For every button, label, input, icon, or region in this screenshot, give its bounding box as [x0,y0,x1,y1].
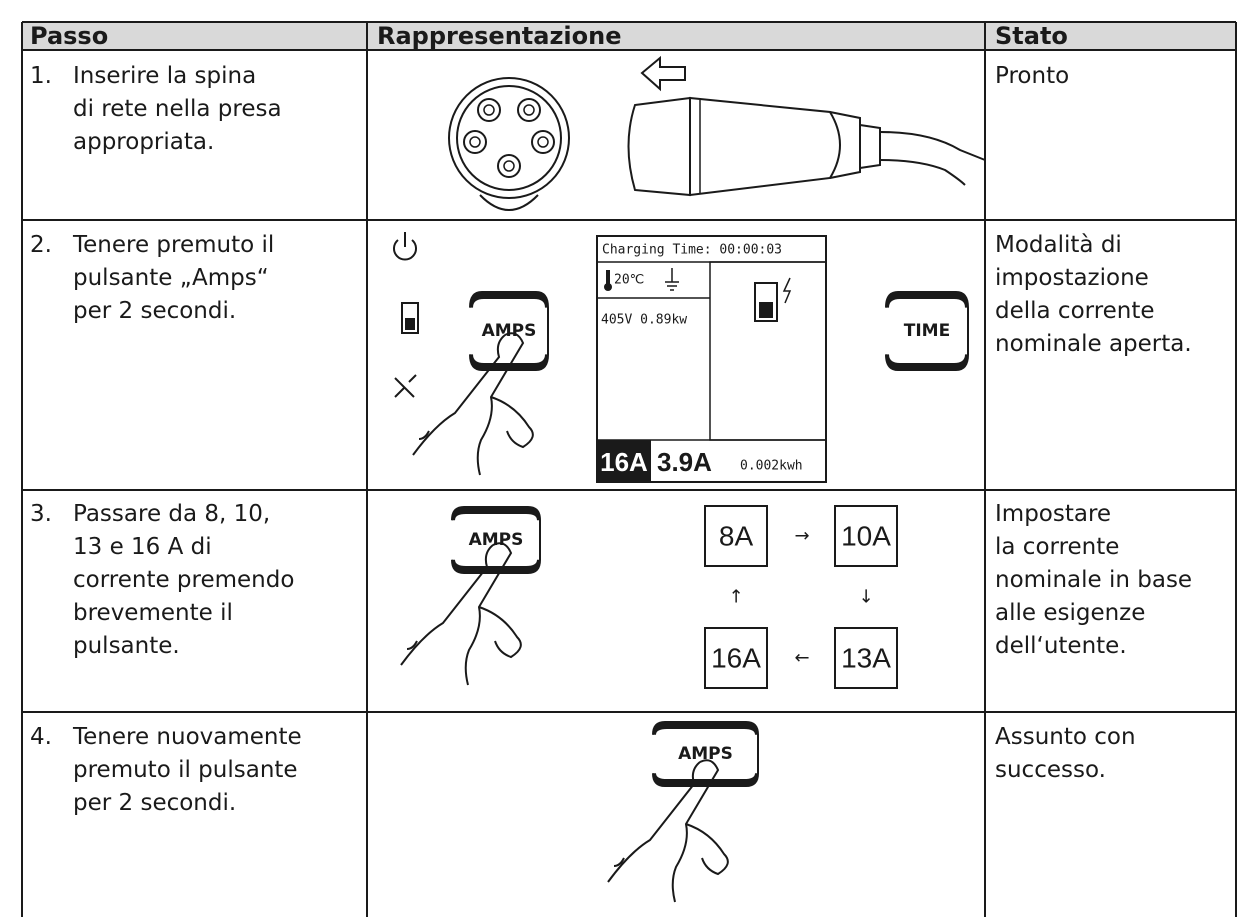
socket-plug-illustration [448,55,986,211]
state-text: impostazione [995,265,1149,291]
step-text: Inserire la spina [73,63,256,89]
state-text: dell‘utente. [995,633,1127,659]
step-text: premuto il pulsante [73,757,298,783]
state-text: alle esigenze [995,600,1145,626]
display-actual-current: 3.9A [657,447,712,477]
step-text: pulsante. [73,633,180,659]
state-text: Impostare [995,501,1111,527]
state-text: successo. [995,757,1106,783]
current-box [834,505,898,567]
step-text: Passare da 8, 10, [73,501,270,527]
step-number: 2. [30,232,52,258]
step-text: appropriata. [73,129,214,155]
cycle-arrow: ← [794,648,809,669]
step-text: 13 e 16 A di [73,534,212,560]
pressing-hand [412,332,534,476]
cycle-arrow: → [794,526,809,547]
step-number: 3. [30,501,52,527]
button-label: TIME [904,321,950,341]
button-edge [452,507,540,521]
display-energy: 0.002kwh [740,459,803,474]
current-box [834,627,898,689]
state-text: Modalità di [995,232,1122,258]
button-label: AMPS [469,530,524,550]
display-set-current: 16A [600,447,648,477]
header-cell: Passo [30,22,108,50]
table-grid [21,21,1237,917]
header-cell: Rappresentazione [377,22,622,50]
current-value: 16A [711,643,761,674]
cycle-arrow: ↑ [728,587,743,608]
current-box [704,627,768,689]
state-text: Pronto [995,63,1069,89]
step-text: per 2 secondi. [73,298,236,324]
pressing-hand [607,759,729,903]
button-edge [470,292,548,308]
current-box [704,505,768,567]
button-edge [886,292,968,308]
display-charging-time: Charging Time: 00:00:03 [602,243,782,258]
header-cell: Stato [995,22,1068,50]
display-temperature: 20℃ [614,273,644,288]
step-text: Tenere premuto il [72,232,274,258]
step-text: pulsante „Amps“ [73,265,269,291]
step-number: 1. [30,63,52,89]
current-value: 8A [719,521,754,552]
cycle-arrow: ↓ [858,587,873,608]
current-value: 10A [841,521,891,552]
step-text: Tenere nuovamente [72,724,302,750]
button-label: AMPS [482,321,537,341]
step-text: corrente premendo [73,567,294,593]
button-label: AMPS [678,744,733,764]
step-text: brevemente il [73,600,233,626]
current-value: 13A [841,643,891,674]
state-text: nominale aperta. [995,331,1192,357]
display-power: 405V 0.89kw [601,313,687,328]
state-text: la corrente [995,534,1119,560]
lcd-display [596,235,827,483]
button-edge [653,773,758,786]
button-edge [653,722,758,735]
mode-icons [393,232,419,398]
button-edge [886,354,968,370]
state-text: Assunto con [995,724,1136,750]
step-number: 4. [30,724,52,750]
pressing-hand [400,542,522,686]
step-text: per 2 secondi. [73,790,236,816]
step-text: di rete nella presa [73,96,282,122]
state-text: della corrente [995,298,1155,324]
state-text: nominale in base [995,567,1192,593]
header-bg [22,22,1236,50]
button-edge [452,559,540,573]
button-edge [470,354,548,370]
